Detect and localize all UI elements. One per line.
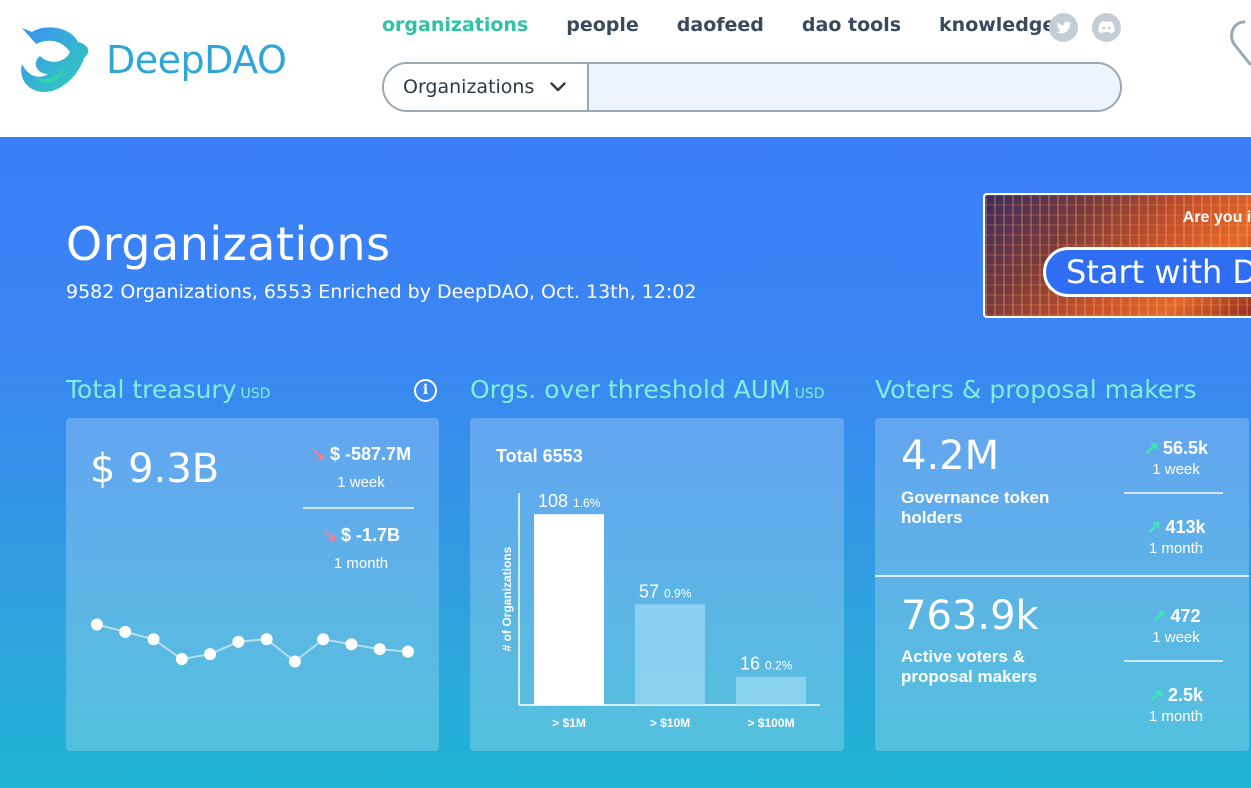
banner-cta-button[interactable]: Start with D xyxy=(1043,247,1251,297)
arrow-up-right-icon: ↗ xyxy=(1148,685,1165,705)
voters-section-divider xyxy=(875,575,1249,577)
treasury-card[interactable]: $ 9.3B ↘ $ -587.7M 1 week ↘ $ -1.7B 1 mont… xyxy=(66,418,439,751)
aum-unit: USD xyxy=(794,386,825,402)
arrow-down-right-icon: ↘ xyxy=(321,525,338,545)
twitter-icon[interactable] xyxy=(1049,13,1078,42)
sparkline-point[interactable] xyxy=(260,633,273,646)
holders-week-delta: ↗ 56.5k 1 week xyxy=(1125,438,1227,478)
active-month-delta: ↗ 2.5k 1 month xyxy=(1125,685,1227,725)
arrow-down-right-icon: ↘ xyxy=(310,444,327,464)
sparkline-point[interactable] xyxy=(317,633,330,646)
arrow-up-right-icon: ↗ xyxy=(1151,606,1167,626)
aum-total: Total 6553 xyxy=(496,446,583,466)
sparkline-point[interactable] xyxy=(373,643,386,656)
treasury-title-text: Total treasury xyxy=(66,375,237,404)
arrow-up-right-icon: ↗ xyxy=(1143,438,1160,458)
nav-item-daofeed[interactable]: daofeed xyxy=(676,14,764,36)
sparkline-point[interactable] xyxy=(119,625,132,638)
sparkline-point[interactable] xyxy=(91,618,103,631)
sparkline-point[interactable] xyxy=(288,655,301,668)
treasury-title: Total treasury USD xyxy=(66,375,270,404)
search-input[interactable] xyxy=(589,64,1120,110)
y-axis-label: # of Organizations xyxy=(500,546,514,651)
active-value: 763.9k xyxy=(901,593,1039,639)
nav-item-organizations[interactable]: organizations xyxy=(382,14,529,36)
bar[interactable] xyxy=(635,604,705,705)
aum-bar-chart: # of Organizations 108 1.6% > $1M 57 0.9% > $1… xyxy=(500,491,820,730)
sparkline-point[interactable] xyxy=(345,638,358,651)
treasury-month-value: $ -1.7B xyxy=(341,525,401,545)
page-title: Organizations xyxy=(66,217,391,271)
treasury-divider xyxy=(303,507,414,509)
sparkline-point[interactable] xyxy=(232,635,245,648)
voters-card[interactable]: 4.2M Governance token holders ↗ 56.5k 1 w… xyxy=(875,418,1249,751)
nav-item-people[interactable]: people xyxy=(566,14,639,36)
treasury-unit: USD xyxy=(240,386,271,402)
treasury-sparkline xyxy=(91,618,414,668)
bar-value-label: 16 0.2% xyxy=(740,654,793,674)
arrow-up-right-icon: ↗ xyxy=(1146,517,1162,537)
sparkline-point[interactable] xyxy=(175,653,188,666)
aum-title: Orgs. over threshold AUM USD xyxy=(470,375,825,404)
active-month-value: 2.5k xyxy=(1168,685,1204,705)
heart-icon[interactable] xyxy=(1226,18,1251,68)
active-divider xyxy=(1124,660,1223,662)
search-bar: Organizations xyxy=(382,62,1122,112)
discord-icon[interactable] xyxy=(1092,13,1121,42)
x-tick-label: > $10M xyxy=(650,716,690,730)
active-month-period: 1 month xyxy=(1148,708,1204,725)
banner-question: Are you in xyxy=(1182,209,1251,226)
nav-item-knowledge[interactable]: knowledge xyxy=(939,14,1056,36)
info-icon[interactable]: i xyxy=(414,379,437,402)
brand-name[interactable]: DeepDAO xyxy=(106,38,287,82)
main-nav: organizations people daofeed dao tools k… xyxy=(382,14,1093,36)
treasury-week-period: 1 week xyxy=(337,474,385,491)
sparkline-point[interactable] xyxy=(204,648,217,661)
promo-banner[interactable]: Are you in Start with D xyxy=(983,193,1251,318)
deepdao-logo-icon[interactable] xyxy=(14,22,94,98)
holders-value: 4.2M xyxy=(901,433,1000,479)
treasury-total: $ 9.3B xyxy=(90,446,220,492)
active-label: Active voters & proposal makers xyxy=(901,647,1038,686)
treasury-month-delta: ↘ $ -1.7B 1 month xyxy=(306,525,416,572)
aum-card[interactable]: Total 6553 # of Organizations 108 1.6% > $1… xyxy=(470,418,844,751)
search-type-select[interactable]: Organizations xyxy=(384,64,589,110)
holders-month-delta: ↗ 413k 1 month xyxy=(1125,517,1227,557)
top-header: DeepDAO organizations people daofeed dao… xyxy=(0,0,1251,137)
treasury-week-delta: ↘ $ -587.7M 1 week xyxy=(306,444,416,491)
x-tick-label: > $1M xyxy=(552,716,586,730)
holders-divider xyxy=(1124,492,1223,494)
x-tick-label: > $100M xyxy=(747,716,794,730)
bar-value-label: 108 1.6% xyxy=(538,491,601,511)
bar[interactable] xyxy=(534,514,604,705)
holders-week-value: 56.5k xyxy=(1163,438,1209,458)
aum-title-text: Orgs. over threshold AUM xyxy=(470,375,791,404)
nav-item-dao-tools[interactable]: dao tools xyxy=(801,14,902,36)
active-week-value: 472 xyxy=(1170,606,1201,626)
search-type-label: Organizations xyxy=(403,76,535,98)
sparkline-point[interactable] xyxy=(147,633,160,646)
treasury-month-period: 1 month xyxy=(333,555,389,572)
hero-section: Organizations 9582 Organizations, 6553 E… xyxy=(0,137,1251,788)
active-week-delta: ↗ 472 1 week xyxy=(1125,606,1227,646)
page-subtitle: 9582 Organizations, 6553 Enriched by Dee… xyxy=(66,281,697,303)
bar-value-label: 57 0.9% xyxy=(639,581,692,601)
treasury-week-value: $ -587.7M xyxy=(330,444,412,464)
holders-month-period: 1 month xyxy=(1148,540,1204,557)
voters-title: Voters & proposal makers xyxy=(875,375,1197,404)
sparkline-point[interactable] xyxy=(402,645,414,658)
holders-label: Governance token holders xyxy=(901,488,1050,527)
chevron-down-icon xyxy=(550,82,567,92)
active-week-period: 1 week xyxy=(1152,629,1200,646)
holders-month-value: 413k xyxy=(1165,517,1206,537)
sparkline-path xyxy=(96,623,409,663)
bar[interactable] xyxy=(736,676,806,705)
holders-week-period: 1 week xyxy=(1152,461,1200,478)
